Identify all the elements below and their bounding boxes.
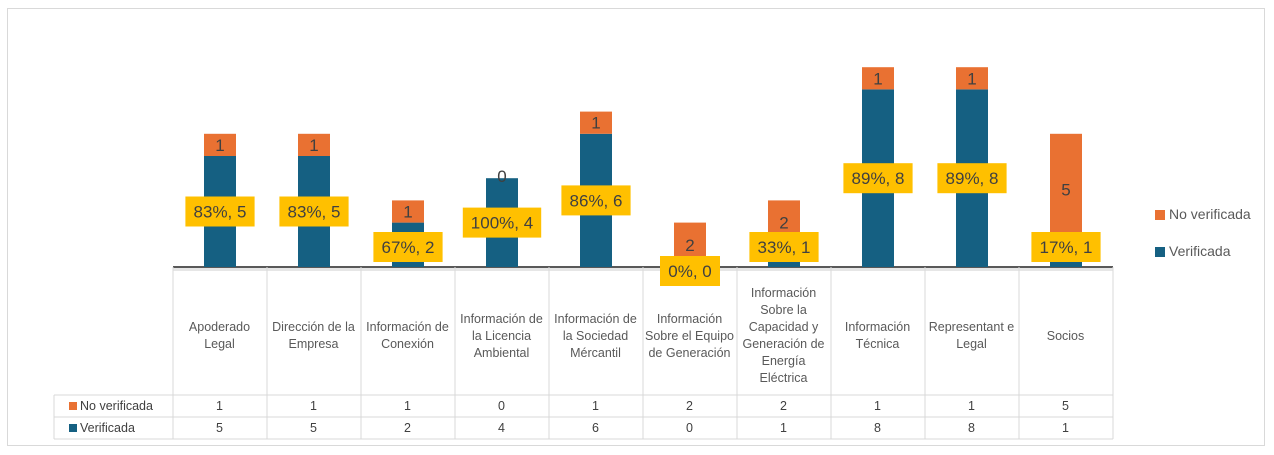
data-label-no-verificada: 1	[403, 203, 412, 222]
data-label-verificada-box	[843, 163, 913, 194]
data-label-verificada: 83%, 5	[194, 203, 247, 222]
bar-no-verificada	[1050, 133, 1082, 245]
table-cell: 5	[216, 421, 223, 435]
category-label: Información de la Licencia Ambiental	[460, 311, 543, 360]
category-label: Dirección de la Empresa	[272, 320, 355, 351]
data-label-verificada-box	[1031, 232, 1101, 262]
bar-no-verificada	[956, 67, 988, 90]
bar-no-verificada	[392, 200, 424, 223]
data-label-no-verificada: 2	[685, 236, 694, 255]
bar-no-verificada	[204, 133, 236, 156]
table-cell: 1	[968, 399, 975, 413]
legend-swatch	[69, 402, 77, 410]
data-label-verificada: 67%, 2	[382, 238, 435, 257]
data-label-verificada: 86%, 6	[570, 191, 623, 210]
legend-label: No verificada	[1169, 206, 1251, 222]
data-label-verificada-box	[660, 256, 720, 286]
data-label-no-verificada: 1	[591, 114, 600, 133]
legend-label: Verificada	[1169, 243, 1231, 259]
chart-frame: 1 83%, 5 1 83%, 5 1 67%, 2 0 100%, 4 1 86%, 6 2 0%,…	[7, 8, 1265, 446]
category-label: Apoderado Legal	[188, 320, 251, 351]
data-label-verificada: 17%, 1	[1040, 238, 1093, 257]
legend-swatch	[1155, 210, 1165, 220]
category-label: Información de Conexión	[366, 320, 449, 351]
data-label-verificada: 0%, 0	[668, 262, 711, 281]
category-label: Información Técnica	[844, 320, 911, 351]
table-cell: 1	[404, 399, 411, 413]
category-label: Información de la Sociedad Mércantil	[554, 311, 637, 360]
table-cell: 2	[780, 399, 787, 413]
legend-item: Verificada	[1155, 243, 1230, 259]
table-cell: 8	[968, 421, 975, 435]
table-cell: 1	[874, 399, 881, 413]
table-cell: 6	[592, 421, 599, 435]
table-cell: 1	[780, 421, 787, 435]
data-label-no-verificada: 1	[873, 69, 882, 88]
table-row-label: Verificada	[62, 417, 173, 439]
stacked-bar-chart: 1 83%, 5 1 83%, 5 1 67%, 2 0 100%, 4 1 86%, 6 2 0%,…	[53, 9, 1114, 440]
table-row-label: No verificada	[62, 395, 173, 417]
data-label-verificada-box	[279, 196, 349, 227]
table-cell: 0	[498, 399, 505, 413]
table-row-label-text: No verificada	[80, 399, 153, 413]
bar-no-verificada	[862, 67, 894, 90]
data-label-no-verificada: 1	[215, 136, 224, 155]
table-cell: 1	[310, 399, 317, 413]
table-cell: 4	[498, 421, 505, 435]
data-label-verificada-box	[185, 196, 255, 227]
legend-swatch	[1155, 247, 1165, 257]
category-label: Representant e Legal	[928, 320, 1015, 351]
legend-item: No verificada	[1155, 206, 1251, 222]
table-cell: 8	[874, 421, 881, 435]
data-label-verificada: 89%, 8	[946, 169, 999, 188]
data-label-no-verificada: 0	[497, 167, 506, 186]
category-label: Información Sobre la Capacidad y Generac…	[742, 286, 825, 385]
data-label-verificada-box	[749, 232, 819, 262]
table-row-label-text: Verificada	[80, 421, 135, 435]
table-cell: 1	[592, 399, 599, 413]
data-label-no-verificada: 1	[309, 136, 318, 155]
data-label-verificada-box	[561, 185, 631, 216]
data-label-no-verificada: 1	[967, 69, 976, 88]
data-label-verificada: 83%, 5	[288, 203, 341, 222]
data-label-verificada-box	[462, 207, 542, 238]
bar-no-verificada	[298, 133, 330, 156]
data-label-verificada: 33%, 1	[758, 238, 811, 257]
table-cell: 2	[686, 399, 693, 413]
table-cell: 1	[1062, 421, 1069, 435]
data-label-verificada-box	[937, 163, 1007, 194]
data-label-no-verificada: 5	[1061, 180, 1070, 199]
table-cell: 5	[310, 421, 317, 435]
table-cell: 0	[686, 421, 693, 435]
table-cell: 2	[404, 421, 411, 435]
table-cell: 1	[216, 399, 223, 413]
data-label-verificada: 100%, 4	[471, 214, 533, 233]
legend-swatch	[69, 424, 77, 432]
data-label-verificada: 89%, 8	[852, 169, 905, 188]
data-label-verificada-box	[373, 232, 443, 262]
category-label: Socios	[1046, 328, 1085, 343]
category-label: Información Sobre el Equipo de Generació…	[645, 311, 734, 360]
bar-no-verificada	[580, 111, 612, 134]
data-label-no-verificada: 2	[779, 214, 788, 233]
table-cell: 5	[1062, 399, 1069, 413]
